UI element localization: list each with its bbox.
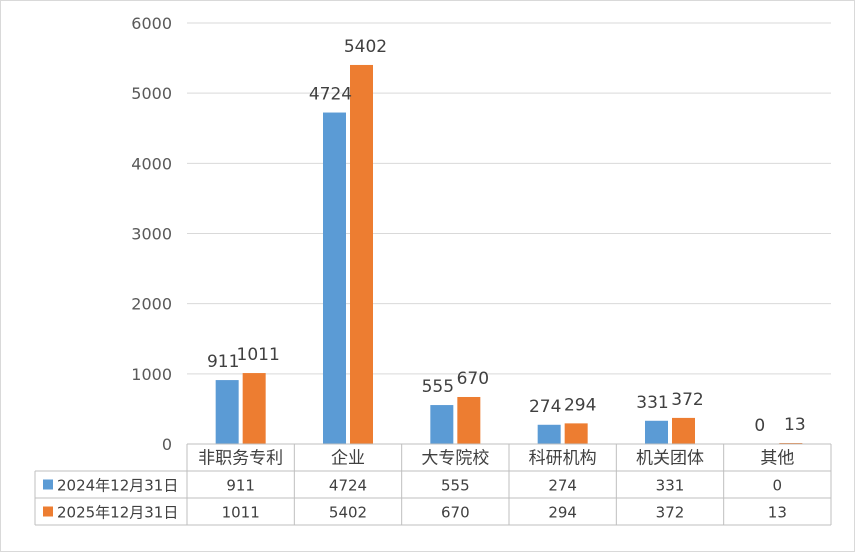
bar xyxy=(430,405,454,444)
bar xyxy=(350,64,373,445)
gridlines xyxy=(187,22,831,375)
category-label: 企业 xyxy=(331,449,365,469)
bar xyxy=(215,380,239,444)
category-label: 科研机构 xyxy=(529,449,597,469)
bar xyxy=(645,420,668,444)
category-label: 机关团体 xyxy=(636,449,704,469)
data-label: 0 xyxy=(754,416,765,436)
bars xyxy=(215,64,803,445)
data-label: 372 xyxy=(671,390,703,410)
category-label: 其他 xyxy=(760,449,794,469)
y-tick-label: 4000 xyxy=(131,154,172,173)
y-tick-label: 1000 xyxy=(131,365,172,384)
data-label: 294 xyxy=(564,395,596,415)
table-cell: 13 xyxy=(768,504,787,522)
legend-label: 2024年12月31日 xyxy=(57,477,178,495)
table-cell: 911 xyxy=(226,477,255,495)
table-cell: 372 xyxy=(656,504,685,522)
y-tick-label: 0 xyxy=(162,435,172,454)
category-label: 大专院校 xyxy=(421,449,489,469)
table-cell: 1011 xyxy=(222,504,260,522)
bar xyxy=(564,423,588,444)
table-cell: 555 xyxy=(441,477,470,495)
bar xyxy=(672,417,695,444)
legend-key xyxy=(43,479,53,490)
bar xyxy=(537,424,561,444)
y-tick-label: 3000 xyxy=(131,225,172,244)
table-cell: 5402 xyxy=(329,504,367,522)
bar xyxy=(242,373,266,444)
legend-label: 2025年12月31日 xyxy=(57,504,178,522)
data-label: 274 xyxy=(529,397,561,417)
data-label: 555 xyxy=(422,377,454,397)
data-label: 670 xyxy=(457,369,489,389)
data-label: 331 xyxy=(636,393,668,413)
table-cell: 331 xyxy=(656,477,685,495)
data-table: 非职务专利 企业 大专院校 科研机构 机关团体 其他 2024年12月31日 911 4724 5… xyxy=(34,443,832,526)
data-label: 13 xyxy=(784,415,806,435)
table-cell: 4724 xyxy=(329,477,367,495)
data-label: 4724 xyxy=(309,85,352,105)
table-cell: 670 xyxy=(441,504,470,522)
table-cell: 274 xyxy=(548,477,577,495)
data-label: 1011 xyxy=(237,345,280,365)
legend-key xyxy=(43,506,53,517)
y-tick-label: 6000 xyxy=(131,14,172,33)
y-tick-label: 5000 xyxy=(131,84,172,103)
data-label: 911 xyxy=(207,352,239,372)
table-cell: 0 xyxy=(773,477,783,495)
category-label: 非职务专利 xyxy=(198,449,283,469)
bar xyxy=(323,112,346,445)
y-tick-label: 2000 xyxy=(131,295,172,314)
y-axis: 0 1000 2000 3000 4000 5000 6000 xyxy=(131,14,172,454)
bar xyxy=(457,396,481,444)
data-label: 5402 xyxy=(344,37,387,57)
table-cell: 294 xyxy=(548,504,577,522)
